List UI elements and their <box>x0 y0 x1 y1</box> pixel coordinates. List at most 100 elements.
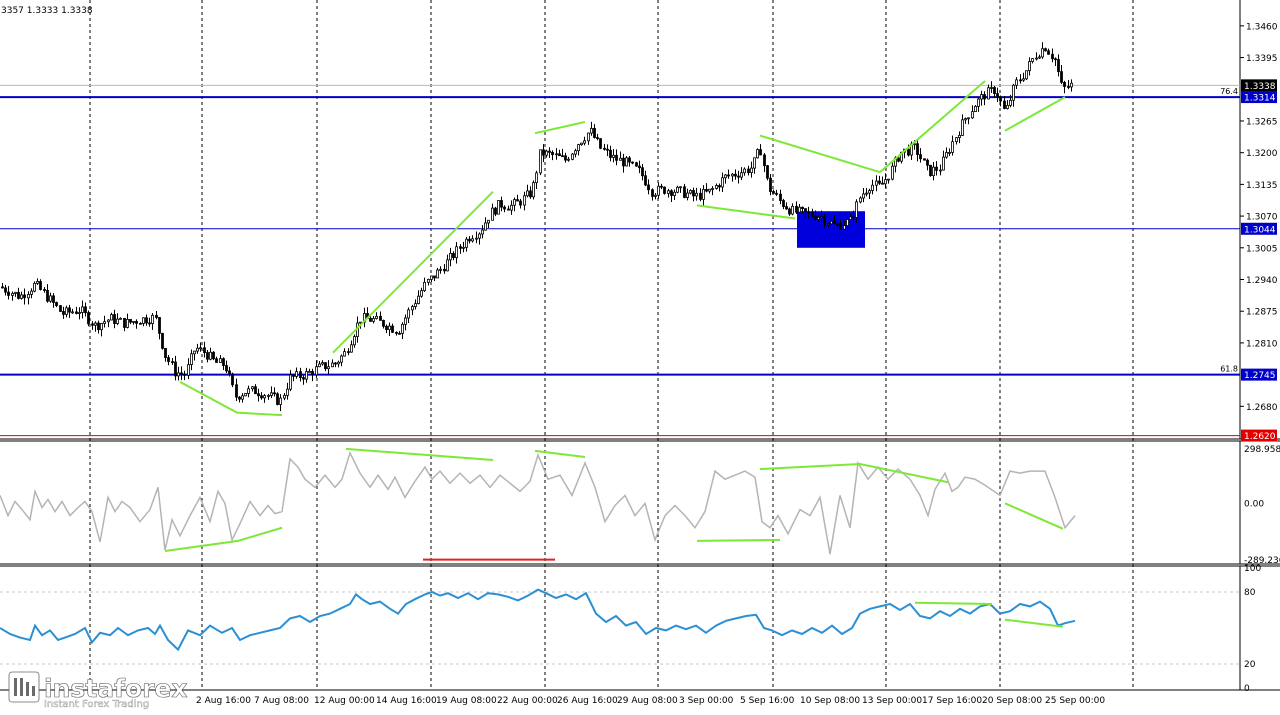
price-divergence-line-2 <box>534 120 586 135</box>
level-tag-1.2745-bg <box>1241 368 1277 381</box>
candle-body-109 <box>350 344 353 353</box>
candle-body-8 <box>27 294 30 299</box>
candle-body-211 <box>676 186 679 193</box>
candle-body-55 <box>177 372 180 377</box>
candle-body-62 <box>199 347 202 350</box>
candle-body-331 <box>1060 71 1063 83</box>
candle-body-42 <box>135 320 138 324</box>
candle-body-245 <box>785 206 788 210</box>
candle-body-99 <box>318 363 321 368</box>
candle-body-252 <box>807 211 810 214</box>
candle-body-306 <box>980 94 983 100</box>
candle-body-145 <box>465 238 468 248</box>
candle-body-253 <box>811 211 814 217</box>
candle-body-300 <box>961 119 964 136</box>
candle-body-104 <box>334 362 337 365</box>
price-tick-label-1.2810: 1.2810 <box>1246 339 1278 349</box>
candle-body-161 <box>516 199 519 202</box>
candle-body-317 <box>1015 79 1018 86</box>
candle-body-262 <box>839 223 842 230</box>
cci-axis: 298.9583 0.00 -289.236 <box>1244 445 1280 566</box>
candle-body-53 <box>171 361 174 363</box>
candle-body-163 <box>523 195 526 206</box>
candle-body-184 <box>590 128 593 134</box>
candle-body-76 <box>244 393 247 397</box>
price-tick-label-1.3395: 1.3395 <box>1246 54 1278 64</box>
candle-body-92 <box>295 371 298 377</box>
candle-body-131 <box>420 290 423 297</box>
candle-body-67 <box>215 358 218 363</box>
time-label-7: 26 Aug 16:00 <box>557 696 618 706</box>
candle-body-80 <box>257 393 260 397</box>
price-divergence-line-6 <box>1004 96 1066 132</box>
candle-body-20 <box>65 307 68 315</box>
candle-body-206 <box>660 185 663 188</box>
level-tag-1.2620-bg <box>1241 429 1277 442</box>
candle-body-171 <box>548 150 551 153</box>
candle-body-156 <box>500 200 503 208</box>
candle-body-183 <box>587 132 590 142</box>
candle-body-259 <box>830 221 833 225</box>
candle-body-237 <box>759 149 762 156</box>
candle-body-86 <box>276 393 279 405</box>
candle-body-231 <box>740 172 743 178</box>
candle-body-129 <box>414 303 417 307</box>
candle-body-54 <box>174 361 177 377</box>
candle-body-157 <box>503 206 506 210</box>
candle-body-37 <box>119 317 122 320</box>
level-tag-1.3314-bg <box>1241 91 1277 104</box>
candle-body-83 <box>267 395 270 397</box>
candle-body-35 <box>113 314 116 324</box>
candle-body-209 <box>670 190 673 196</box>
candle-body-201 <box>644 175 647 186</box>
candle-body-324 <box>1038 56 1041 59</box>
candle-body-193 <box>619 157 622 161</box>
candle-body-334 <box>1070 82 1073 88</box>
candle-body-166 <box>532 182 535 198</box>
time-axis: 2 Aug 16:00 7 Aug 08:00 12 Aug 00:00 14 Aug… <box>196 696 1105 706</box>
candle-body-261 <box>836 223 839 226</box>
price-divergence-line-5 <box>879 80 986 173</box>
candle-body-196 <box>628 157 631 163</box>
candle-body-236 <box>756 149 759 159</box>
candle-body-313 <box>1003 100 1006 109</box>
price-divergence-line-1 <box>332 190 494 354</box>
candle-body-207 <box>663 186 666 194</box>
candle-body-307 <box>983 94 986 100</box>
candle-body-242 <box>775 192 778 195</box>
candle-body-268 <box>859 197 862 203</box>
candle-body-23 <box>75 311 78 314</box>
cci-divergence-line-2 <box>534 449 586 458</box>
candle-body-210 <box>673 191 676 196</box>
candle-body-289 <box>926 159 929 166</box>
candle-body-47 <box>151 314 154 324</box>
candle-body-288 <box>923 158 926 161</box>
candle-body-152 <box>487 219 490 224</box>
candle-body-33 <box>107 319 110 323</box>
candle-body-256 <box>820 216 823 219</box>
candle-body-173 <box>555 153 558 156</box>
candle-body-12 <box>39 281 42 290</box>
candle-body-240 <box>769 177 772 192</box>
candle-body-294 <box>942 156 945 171</box>
candle-body-238 <box>763 154 766 167</box>
candle-body-322 <box>1031 58 1034 62</box>
cci-tick-label-2: -289.236 <box>1244 556 1280 566</box>
candle-body-14 <box>46 289 49 302</box>
price-tick-label-1.2680: 1.2680 <box>1246 403 1278 413</box>
level-tag-1.3314-text: 1.3314 <box>1244 94 1276 104</box>
candle-body-278 <box>891 165 894 180</box>
candle-body-228 <box>731 173 734 177</box>
candle-body-218 <box>699 192 702 200</box>
candle-body-65 <box>209 351 212 360</box>
time-label-1: 2 Aug 16:00 <box>196 696 251 706</box>
candle-body-269 <box>862 193 865 199</box>
candle-body-29 <box>94 322 97 326</box>
candle-body-298 <box>955 137 958 143</box>
candle-body-185 <box>593 128 596 138</box>
candle-body-91 <box>292 374 295 377</box>
candle-body-208 <box>667 190 670 194</box>
candle-body-204 <box>654 194 657 197</box>
